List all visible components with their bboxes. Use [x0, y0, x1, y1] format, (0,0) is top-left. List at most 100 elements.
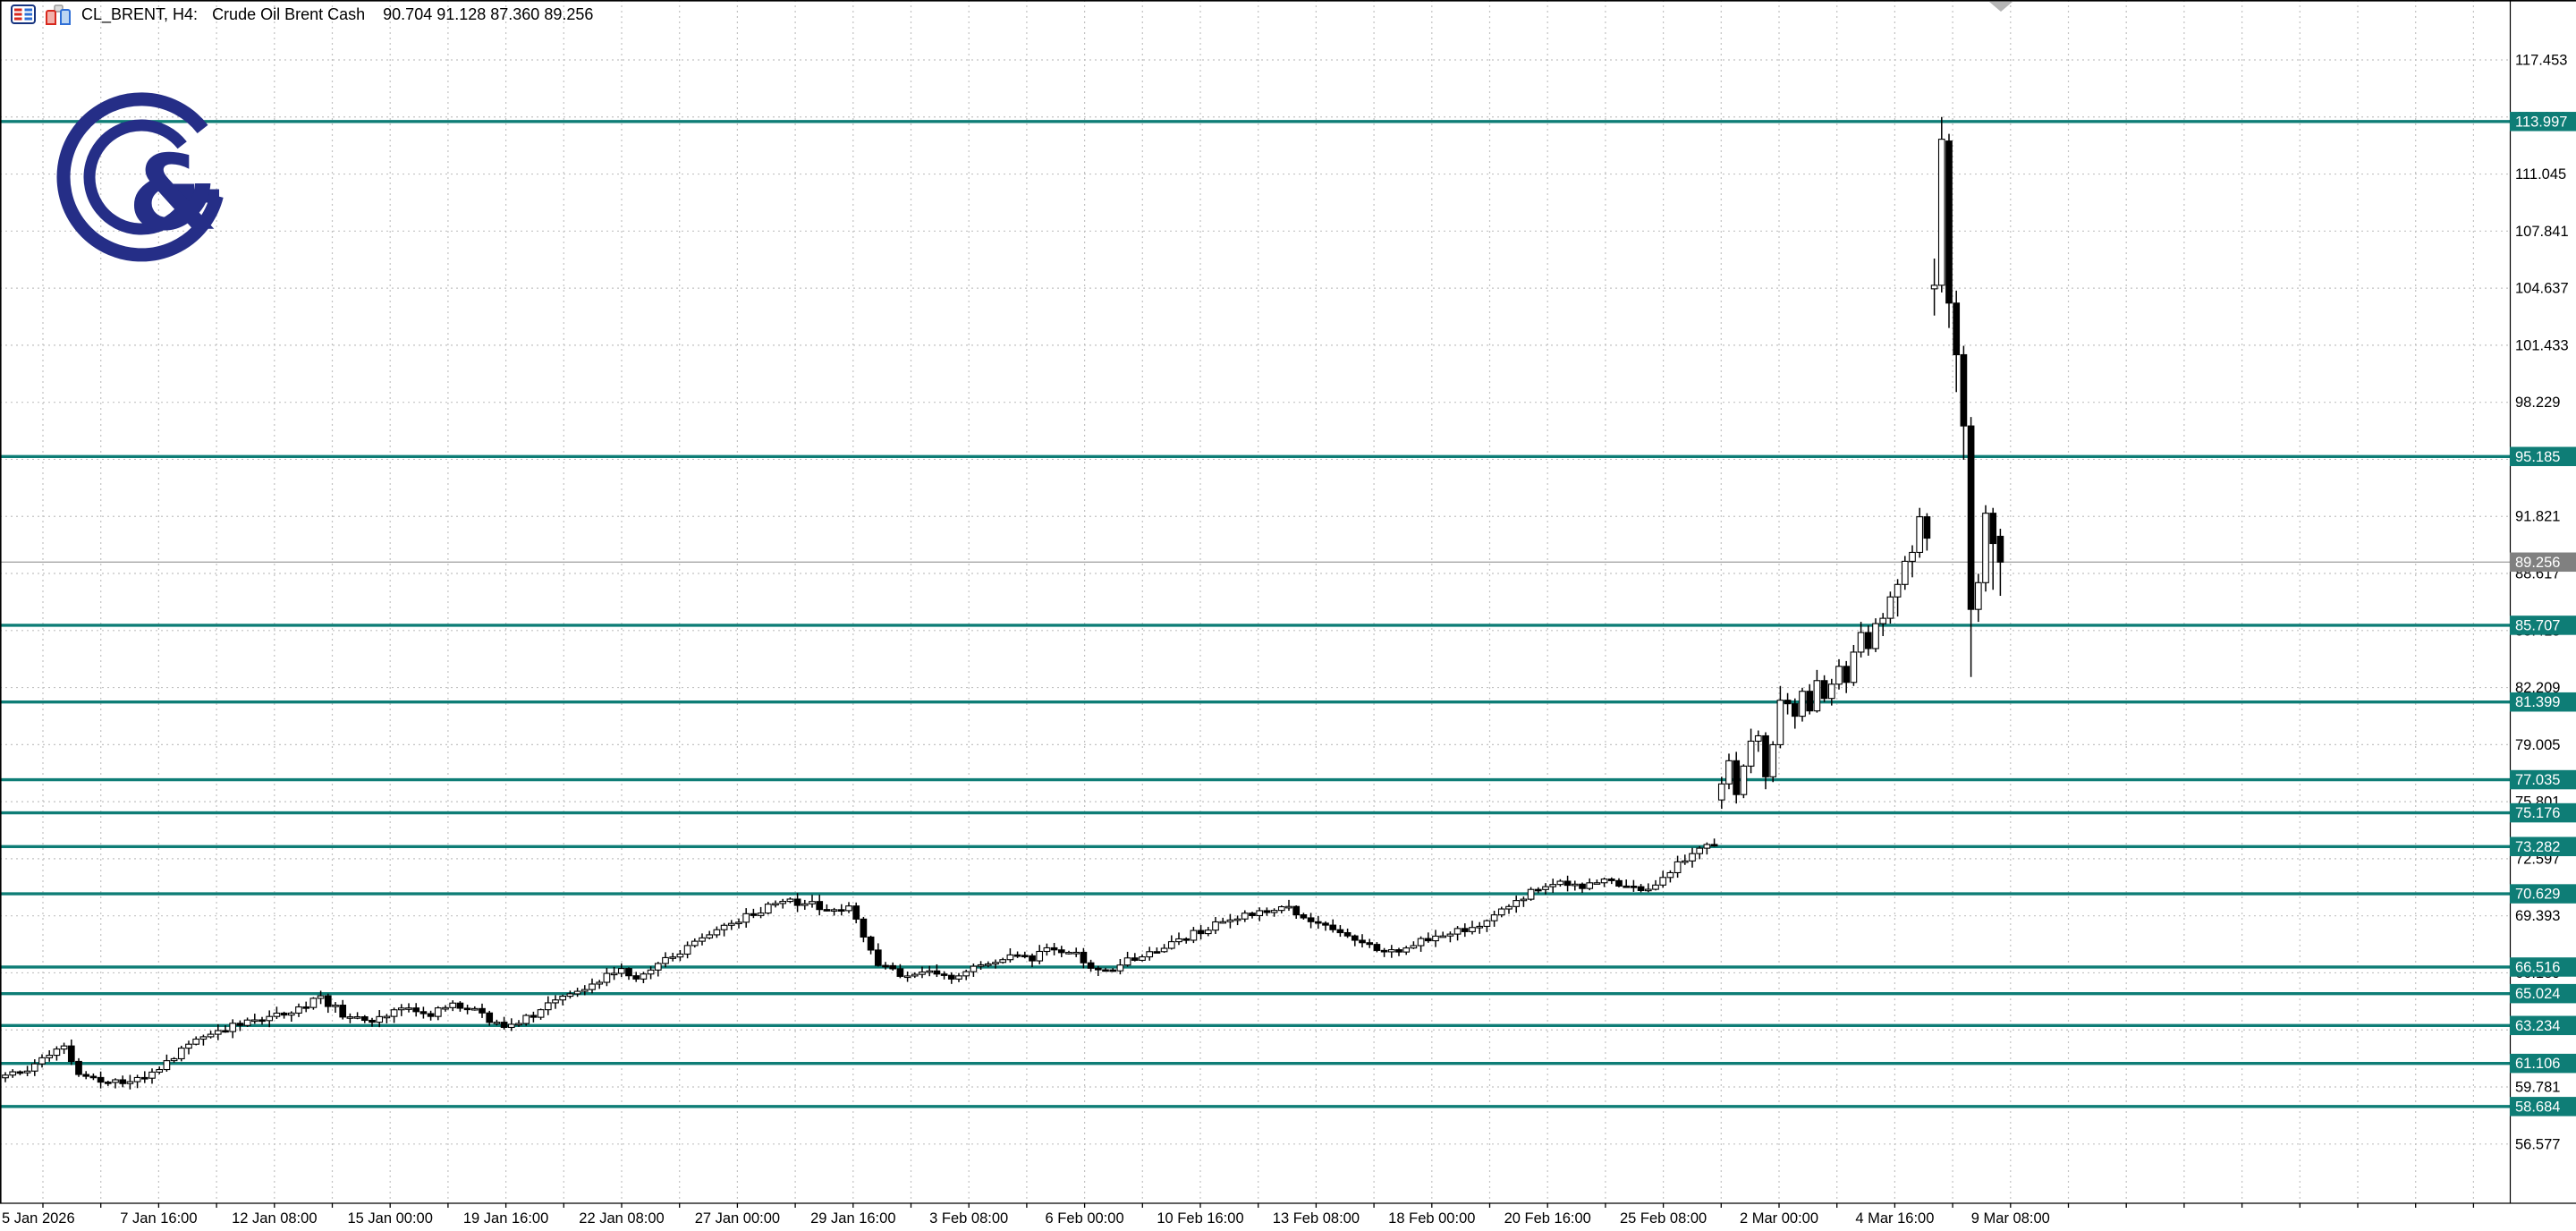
candle-body — [1527, 888, 1535, 900]
candle-body — [720, 924, 728, 930]
candle-body — [1740, 765, 1748, 795]
candle-body — [177, 1048, 185, 1060]
candle-body — [1029, 955, 1036, 962]
price-badges: 113.997 95.185 85.707 81.399 77.035 75.176 73.… — [2510, 112, 2576, 1116]
candle-body — [903, 975, 911, 979]
candle-body — [882, 964, 889, 968]
logo-ampersand: & — [128, 133, 218, 254]
candle-body — [1652, 884, 1659, 890]
candle-body — [1446, 933, 1454, 937]
candle-body — [1300, 914, 1308, 919]
candle-body — [119, 1079, 127, 1084]
candle-body — [140, 1076, 148, 1080]
candle-body — [1996, 535, 2004, 563]
candle-body — [1505, 905, 1513, 910]
candle-body — [1351, 935, 1359, 941]
candle-body — [243, 1019, 251, 1026]
candle-body — [669, 956, 677, 959]
candle-body — [764, 904, 772, 914]
candle-body — [1387, 949, 1395, 953]
broker-logo: & — [56, 92, 224, 262]
candle-body — [463, 1007, 471, 1011]
candle-body — [750, 913, 758, 916]
price-tick-label: 79.005 — [2515, 737, 2560, 753]
candle-body — [353, 1015, 361, 1019]
candle-body — [786, 898, 794, 903]
candle-body — [1615, 879, 1623, 887]
candle-body — [1212, 921, 1219, 931]
chart-window-icon[interactable] — [44, 4, 73, 25]
candle-body — [1314, 921, 1322, 924]
candle-body — [236, 1023, 244, 1026]
candle-body — [46, 1055, 54, 1058]
candle-body — [214, 1030, 222, 1035]
time-tick-label: 6 Feb 00:00 — [1046, 1210, 1124, 1227]
candle-body — [845, 905, 852, 912]
candle-body — [1439, 935, 1447, 938]
level-price-badge — [2510, 112, 2576, 132]
candle-body — [1813, 680, 1821, 712]
candle-body — [60, 1045, 68, 1050]
candle-body — [977, 964, 985, 967]
candle-body — [1057, 949, 1065, 954]
candle-body — [926, 970, 934, 973]
level-price-badge — [2510, 1015, 2576, 1036]
candle-body — [1410, 945, 1418, 949]
candle-body — [1307, 917, 1315, 922]
candle-body — [1886, 596, 1894, 619]
level-price-badge — [2510, 884, 2576, 904]
candle-body — [302, 1006, 310, 1009]
candle-body — [266, 1015, 274, 1022]
candle-body — [1197, 930, 1205, 935]
candle-body — [133, 1076, 141, 1082]
candle-body — [1659, 877, 1667, 886]
candle-body — [97, 1076, 105, 1083]
candle-body — [280, 1012, 288, 1016]
candle-body — [9, 1071, 17, 1076]
candle-body — [1607, 879, 1615, 881]
candle-body — [1725, 760, 1733, 785]
price-tick-label: 111.045 — [2515, 166, 2566, 183]
candle-body — [919, 972, 926, 975]
candle-body — [1864, 632, 1872, 649]
candle-body — [1681, 860, 1689, 863]
candle-body — [1894, 583, 1902, 598]
level-price-badge — [2510, 957, 2576, 977]
last-bar-marker-icon[interactable] — [1989, 2, 2012, 12]
candle-body — [192, 1038, 200, 1045]
candle-body — [1799, 691, 1806, 717]
candle-body — [493, 1022, 501, 1024]
candle-body — [573, 990, 581, 995]
level-price-badge-text: 95.185 — [2515, 449, 2560, 465]
candle-body — [1710, 844, 1718, 847]
candle-body — [603, 972, 611, 983]
candle-body — [1182, 938, 1191, 941]
candle-body — [1226, 919, 1234, 922]
level-price-badge-text: 85.707 — [2515, 617, 2560, 633]
candle-body — [1469, 927, 1476, 932]
candle-body — [2, 1074, 9, 1079]
candle-body — [229, 1023, 237, 1032]
candle-body — [940, 973, 948, 976]
candle-body — [1974, 582, 1982, 610]
market-watch-icon[interactable] — [11, 4, 36, 24]
level-price-badge-text: 63.234 — [2515, 1018, 2560, 1034]
candle-body — [515, 1023, 522, 1026]
candle-body — [222, 1030, 229, 1033]
candle-body — [1754, 734, 1762, 743]
candle-body — [852, 905, 860, 920]
candle-body — [1322, 922, 1329, 926]
time-tick-label: 7 Jan 16:00 — [120, 1210, 197, 1227]
candle-body — [1909, 551, 1916, 562]
time-tick-label: 9 Mar 08:00 — [1971, 1210, 2050, 1227]
candle-body — [1461, 928, 1469, 932]
current-price-badge-text: 89.256 — [2515, 555, 2560, 571]
time-tick-label: 2 Mar 00:00 — [1740, 1210, 1818, 1227]
price-tick-label: 117.453 — [2515, 53, 2567, 69]
candle-body — [1784, 700, 1792, 705]
candle-body — [742, 913, 750, 923]
candle-body — [339, 1005, 347, 1018]
candle-body — [984, 963, 992, 966]
price-tick-label: 69.393 — [2515, 908, 2560, 924]
